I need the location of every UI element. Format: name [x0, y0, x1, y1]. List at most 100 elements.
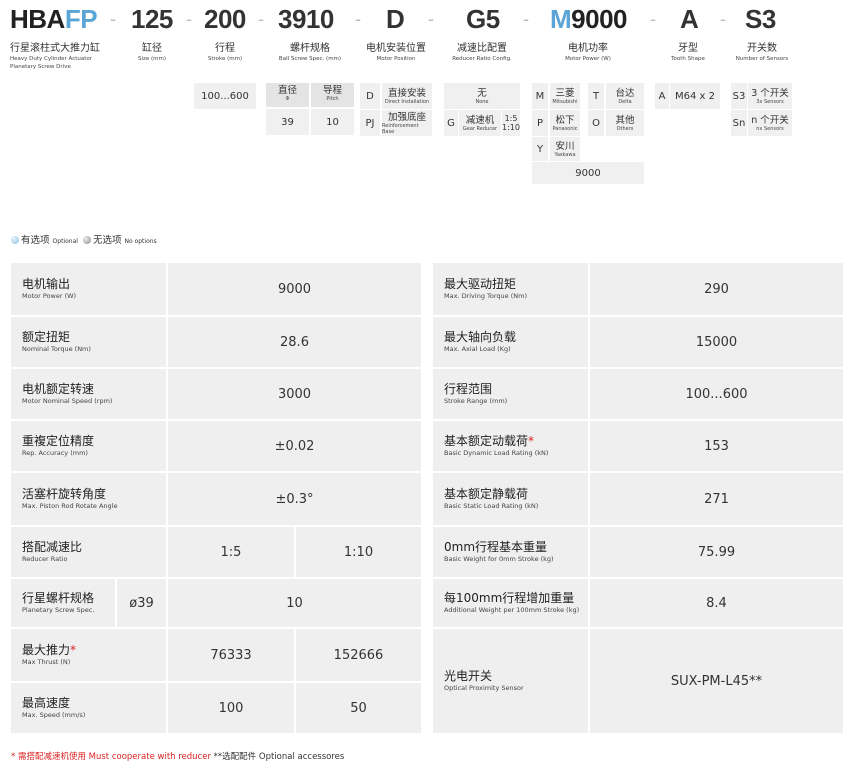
spec-value: SUX-PM-L45** — [588, 629, 843, 733]
table-row: 额定扭矩 Nominal Torque (Nm) 28.6 — [11, 315, 421, 367]
sensor-count-label: 开关数 Number of Sensors — [735, 43, 789, 62]
spec-value: 1:10 — [294, 527, 421, 577]
spec-label: 重複定位精度 Rep. Accuracy (mm) — [22, 434, 95, 457]
code-separator: - — [110, 9, 116, 29]
spec-label: 行程范围 Stroke Range (mm) — [444, 382, 508, 405]
model-code-part-sensors: S3 — [745, 4, 776, 34]
product-label: 行星滚柱式大推力缸 Heavy Duty Cylinder Actuator P… — [10, 43, 100, 70]
option-code-p: P — [532, 110, 548, 136]
table-row: 最大推力* Max Thrust (N) 76333 152666 — [11, 627, 421, 681]
spec-label: 活塞杆旋转角度 Max. Piston Rod Rotate Angle — [22, 487, 118, 510]
table-row: 电机额定转速 Motor Nominal Speed (rpm) 3000 — [11, 367, 421, 419]
option-reducer-ratios: 1:5 1:10 — [502, 110, 520, 136]
motor-power-label: 电机功率 Motor Power (W) — [565, 43, 611, 62]
reducer-ratio-label: 减速比配置 Reducer Ratio Config. — [452, 43, 512, 62]
table-row: 最大轴向负载 Max. Axial Load (Kg) 15000 — [433, 315, 843, 367]
spec-label: 行星螺杆规格 Planetary Screw Spec. — [22, 591, 95, 614]
pitch-value: 10 — [311, 109, 354, 135]
spec-value: 15000 — [588, 317, 843, 367]
options-legend: 有选项 Optional 无选项 No options — [11, 232, 157, 246]
spec-label: 最大推力* Max Thrust (N) — [22, 643, 77, 666]
option-3-sensors: 3 个开关 3x Sensors — [748, 83, 792, 109]
table-row: 电机输出 Motor Power (W) 9000 — [11, 263, 421, 315]
model-code-part-stroke: 200 — [204, 4, 246, 34]
table-row: 重複定位精度 Rep. Accuracy (mm) ±0.02 — [11, 419, 421, 471]
spec-value: ±0.3° — [166, 473, 421, 525]
spec-value: ±0.02 — [166, 421, 421, 471]
spec-value: 76333 — [166, 629, 294, 681]
option-gear-reducer: 减速机 Gear Reducer — [459, 110, 501, 136]
spec-value: 50 — [294, 683, 421, 733]
size-label: 缸径 Size (mm) — [137, 43, 167, 62]
table-row: 0mm行程基本重量 Basic Weight for 0mm Stroke (kg… — [433, 525, 843, 577]
model-code-part-motor-position: D — [386, 4, 405, 34]
spec-label: 额定扭矩 Nominal Torque (Nm) — [22, 330, 91, 353]
option-code-t: T — [588, 83, 604, 109]
left-spec-table: 电机输出 Motor Power (W) 9000 额定扭矩 Nominal Tor… — [11, 263, 421, 733]
code-separator: - — [186, 9, 192, 29]
spec-value: 8.4 — [588, 579, 843, 627]
option-code-d: D — [360, 83, 380, 109]
option-code-o: O — [588, 110, 604, 136]
option-code-s3: S3 — [731, 83, 747, 109]
table-row: 最高速度 Max. Speed (mm/s) 100 50 — [11, 681, 421, 733]
model-code-part-series: HBAFP — [10, 4, 98, 34]
spec-label: 最大驱动扭矩 Max. Driving Torque (Nm) — [444, 277, 527, 300]
option-no-reducer: 无 None — [444, 83, 520, 109]
spec-label: 电机额定转速 Motor Nominal Speed (rpm) — [22, 382, 113, 405]
code-separator: - — [650, 9, 656, 29]
tooth-shape-label: 牙型 Tooth Shape — [671, 43, 705, 62]
stroke-label: 行程 Stroke (mm) — [207, 43, 243, 62]
option-reinforced-base: 加强底座 Reinforcement Base — [382, 110, 432, 136]
spec-label: 光电开关 Optical Proximity Sensor — [444, 669, 524, 692]
code-separator: - — [258, 9, 264, 29]
code-separator: - — [523, 9, 529, 29]
screw-spec-label: 螺杆规格 Ball Screw Spec. (mm) — [278, 43, 342, 62]
optional-dot-icon — [11, 236, 19, 244]
code-separator: - — [428, 9, 434, 29]
motor-position-label: 电机安装位置 Motor Position — [366, 43, 426, 62]
table-row: 最大驱动扭矩 Max. Driving Torque (Nm) 290 — [433, 263, 843, 315]
code-separator: - — [355, 9, 361, 29]
option-panasonic: 松下 Panasonic — [550, 110, 580, 136]
table-row: 行程范围 Stroke Range (mm) 100...600 — [433, 367, 843, 419]
option-code-a: A — [655, 83, 669, 109]
spec-label: 每100mm行程增加重量 Additional Weight per 100mm … — [444, 591, 580, 614]
no-option-dot-icon — [82, 236, 91, 244]
diameter-header: 直径 Φ — [266, 83, 309, 107]
option-power-value: 9000 — [532, 162, 644, 184]
spec-value: 100...600 — [588, 369, 843, 419]
spec-value: 10 — [166, 579, 421, 627]
spec-label: 0mm行程基本重量 Basic Weight for 0mm Stroke (kg… — [444, 540, 554, 563]
option-mitsubishi: 三菱 Mitsubishi — [550, 83, 580, 109]
screw-option-table: 直径 Φ 导程 Pitch 39 10 — [266, 83, 354, 135]
pitch-header: 导程 Pitch — [311, 83, 354, 107]
spec-label: 最高速度 Max. Speed (mm/s) — [22, 696, 86, 719]
table-row: 基本额定静载荷 Basic Static Load Rating (kN) 271 — [433, 471, 843, 525]
model-code-part-power: M9000 — [550, 4, 628, 34]
spec-label: 基本额定动载荷* Basic Dynamic Load Rating (kN) — [444, 434, 549, 457]
spec-value: 1:5 — [166, 527, 294, 577]
diameter-value: 39 — [266, 109, 309, 135]
spec-label: 搭配减速比 Reducer Ratio — [22, 540, 83, 563]
option-code-m: M — [532, 83, 548, 109]
spec-value: 152666 — [294, 629, 421, 681]
spec-value: 28.6 — [166, 317, 421, 367]
spec-value: 75.99 — [588, 527, 843, 577]
spec-value: 271 — [588, 473, 843, 525]
spec-label: 最大轴向负载 Max. Axial Load (Kg) — [444, 330, 517, 353]
table-row: 搭配减速比 Reducer Ratio 1:5 1:10 — [11, 525, 421, 577]
spec-value: 100 — [166, 683, 294, 733]
code-separator: - — [720, 9, 726, 29]
table-row: 每100mm行程增加重量 Additional Weight per 100mm … — [433, 577, 843, 627]
right-spec-table: 最大驱动扭矩 Max. Driving Torque (Nm) 290 最大轴向负… — [433, 263, 843, 733]
table-row: 光电开关 Optical Proximity Sensor SUX-PM-L45*… — [433, 627, 843, 733]
option-n-sensors: n 个开关 nx Sensors — [748, 110, 792, 136]
option-direct-install: 直接安装 Direct Installation — [382, 83, 432, 109]
spec-label: 基本额定静载荷 Basic Static Load Rating (kN) — [444, 487, 539, 510]
option-code-y: Y — [532, 137, 548, 161]
spec-value: 290 — [588, 263, 843, 315]
stroke-option: 100...600 — [194, 83, 256, 109]
option-code-g: G — [444, 110, 458, 136]
option-code-sn: Sn — [731, 110, 747, 136]
